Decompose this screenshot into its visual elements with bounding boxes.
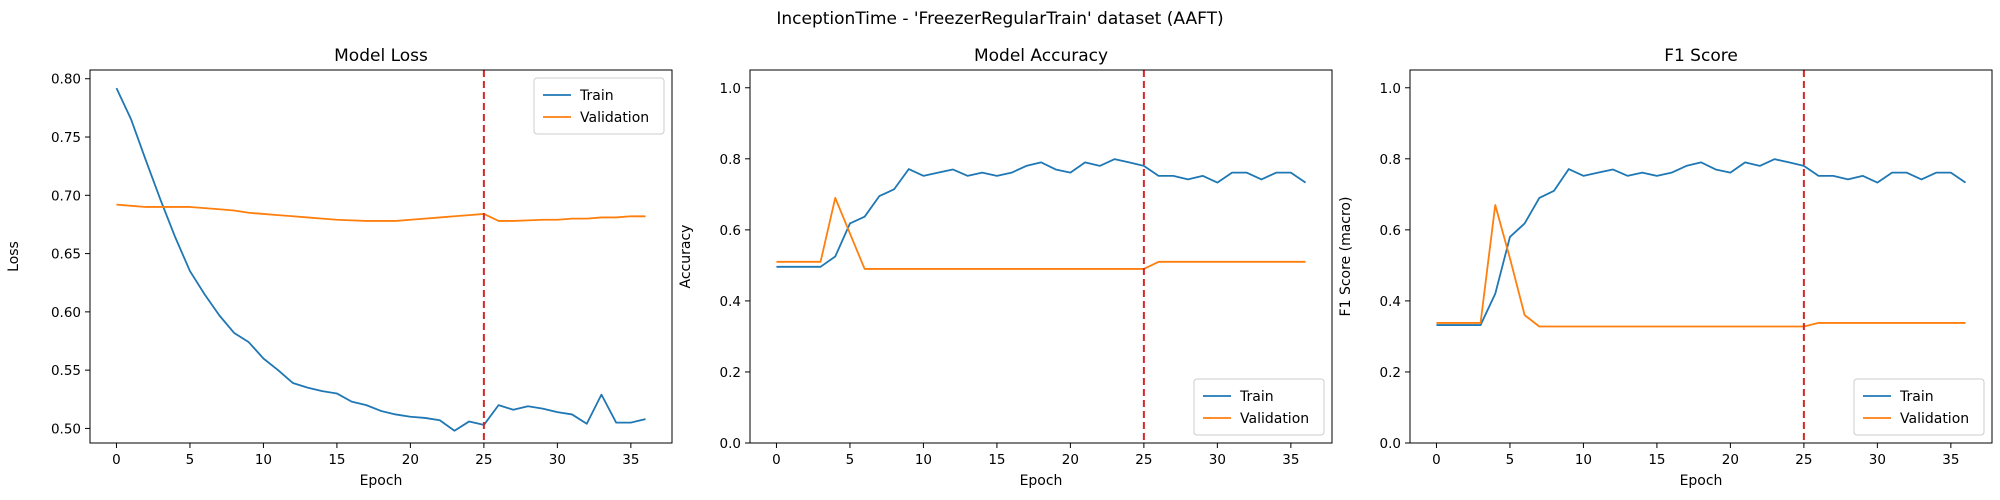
x-tick-label: 25 — [1135, 452, 1152, 468]
y-tick-label: 0.6 — [1380, 223, 1401, 239]
series-line-validation — [776, 196, 1306, 270]
y-tick-label: 0.4 — [1380, 294, 1401, 310]
y-tick-label: 0.0 — [1380, 436, 1401, 452]
y-tick-label: 0.65 — [51, 247, 81, 263]
x-tick-label: 35 — [622, 452, 639, 468]
x-tick-label: 25 — [475, 452, 492, 468]
x-tick-label: 5 — [1506, 452, 1515, 468]
x-tick-label: 15 — [1648, 452, 1665, 468]
legend-box — [533, 77, 665, 135]
y-tick-label: 0.80 — [51, 72, 81, 88]
chart-title: Model Loss — [334, 46, 428, 66]
legend: Train Validation — [1193, 378, 1325, 436]
x-tick-label: 0 — [1432, 452, 1441, 468]
x-tick-label: 15 — [988, 452, 1005, 468]
series-line-train — [115, 87, 646, 432]
y-tick-label: 0.2 — [720, 365, 741, 381]
y-axis-label: Loss — [6, 241, 22, 272]
legend-label-validation: Validation — [1240, 411, 1309, 427]
x-tick-label: 15 — [328, 452, 345, 468]
x-tick-label: 0 — [112, 452, 121, 468]
legend: Train Validation — [1853, 378, 1985, 436]
y-tick-label: 1.0 — [720, 81, 741, 97]
y-tick-label: 0.0 — [720, 436, 741, 452]
legend-label-train: Train — [1239, 389, 1274, 405]
y-tick-label: 0.8 — [1380, 152, 1401, 168]
chart-title: F1 Score — [1664, 46, 1738, 66]
plot-frame — [1409, 69, 1993, 444]
y-tick-label: 0.75 — [51, 130, 81, 146]
x-tick-label: 25 — [1795, 452, 1812, 468]
x-tick-label: 35 — [1942, 452, 1959, 468]
legend-box — [1193, 378, 1325, 436]
series-line-validation — [116, 203, 646, 222]
x-tick-label: 30 — [549, 452, 566, 468]
x-axis-label: Epoch — [360, 473, 403, 489]
x-tick-label: 20 — [1062, 452, 1079, 468]
x-tick-label: 5 — [846, 452, 855, 468]
x-tick-label: 30 — [1869, 452, 1886, 468]
x-axis-label: Epoch — [1020, 473, 1063, 489]
y-tick-label: 0.70 — [51, 188, 81, 204]
series-line-train — [1436, 158, 1967, 326]
x-tick-label: 10 — [255, 452, 272, 468]
plot-frame — [89, 69, 673, 444]
x-tick-label: 10 — [1575, 452, 1592, 468]
x-tick-label: 20 — [402, 452, 419, 468]
chart-panel-1: Model Loss 0 5 10 15 20 25 30 35 0.50 0.55 0.60 0.65… — [6, 46, 673, 489]
y-tick-label: 0.50 — [51, 421, 81, 437]
y-tick-label: 0.55 — [51, 363, 81, 379]
series-line-train — [776, 158, 1307, 268]
figure-title: InceptionTime - 'FreezerRegularTrain' da… — [776, 9, 1223, 29]
x-tick-label: 5 — [186, 452, 195, 468]
x-tick-label: 30 — [1209, 452, 1226, 468]
y-tick-label: 1.0 — [1380, 81, 1401, 97]
y-tick-label: 0.60 — [51, 305, 81, 321]
x-tick-label: 35 — [1282, 452, 1299, 468]
legend-label-train: Train — [579, 88, 614, 104]
legend-label-validation: Validation — [1900, 411, 1969, 427]
legend: Train Validation — [533, 77, 665, 135]
y-axis-label: Accuracy — [678, 225, 694, 289]
x-tick-label: 20 — [1722, 452, 1739, 468]
legend-label-train: Train — [1899, 389, 1934, 405]
chart-panel-3: F1 Score 0 5 10 15 20 25 30 35 0.0 0.2 0.4 0.6 0.8 1.0… — [1338, 46, 1993, 489]
chart-title: Model Accuracy — [974, 46, 1108, 66]
y-tick-label: 0.2 — [1380, 365, 1401, 381]
y-tick-label: 0.6 — [720, 223, 741, 239]
legend-box — [1853, 378, 1985, 436]
x-axis-label: Epoch — [1680, 473, 1723, 489]
y-tick-label: 0.8 — [720, 152, 741, 168]
y-tick-label: 0.4 — [720, 294, 741, 310]
plot-frame — [749, 69, 1333, 444]
legend-label-validation: Validation — [580, 110, 649, 126]
x-tick-label: 0 — [772, 452, 781, 468]
series-line-validation — [1436, 204, 1966, 328]
chart-panel-2: Model Accuracy 0 5 10 15 20 25 30 35 0.0 0.2 0.4 0.6… — [678, 46, 1333, 489]
x-tick-label: 10 — [915, 452, 932, 468]
y-axis-label: F1 Score (macro) — [1338, 197, 1354, 317]
